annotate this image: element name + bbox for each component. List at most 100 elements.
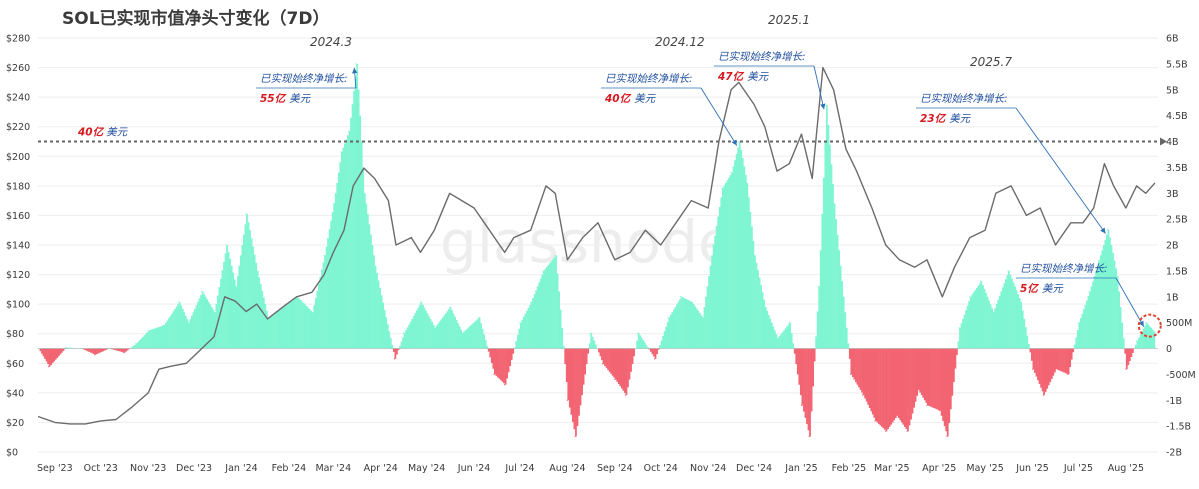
bar <box>672 309 675 349</box>
bar <box>529 304 531 349</box>
annotation-label: 已实现始终净增长: <box>605 73 693 85</box>
bar <box>786 326 788 349</box>
bar <box>856 348 859 385</box>
bar <box>962 318 964 349</box>
bar-point <box>614 378 616 381</box>
bar <box>766 310 769 349</box>
bar <box>591 336 594 349</box>
bar <box>604 348 606 366</box>
bar <box>588 343 591 349</box>
bar <box>605 348 608 368</box>
bar <box>616 348 619 382</box>
bar <box>934 348 937 409</box>
bar <box>1043 348 1046 396</box>
bar <box>1079 318 1082 349</box>
right-tick-label: 4.5B <box>1166 111 1188 122</box>
bar <box>475 320 478 349</box>
bar <box>345 139 348 349</box>
bar <box>67 347 69 349</box>
bar-point <box>946 435 948 438</box>
bar <box>636 340 639 349</box>
bar <box>1144 325 1147 349</box>
bar <box>624 348 626 393</box>
annotation-label: 已实现始终净增长: <box>1020 263 1108 275</box>
bar <box>181 308 184 349</box>
bar <box>1046 348 1049 389</box>
bar <box>916 348 919 396</box>
bar <box>201 291 204 349</box>
bar <box>731 172 733 349</box>
bar <box>686 299 689 349</box>
bar <box>412 316 415 349</box>
bar-point <box>721 187 723 189</box>
bar <box>339 162 342 349</box>
bar <box>668 317 671 349</box>
bar <box>261 290 264 349</box>
right-tick-label: 5B <box>1166 85 1179 96</box>
bar <box>1104 239 1107 349</box>
bar <box>438 321 441 349</box>
bar <box>175 306 178 349</box>
bar-point <box>384 316 386 319</box>
bar <box>838 250 840 349</box>
bar <box>568 348 571 408</box>
bar <box>388 331 391 349</box>
bar <box>974 290 977 349</box>
bar-point <box>355 63 357 65</box>
bar <box>876 348 879 423</box>
bar <box>236 276 239 349</box>
bar-point <box>849 373 852 375</box>
bar <box>431 322 433 349</box>
bar <box>845 327 848 349</box>
bar <box>610 348 613 374</box>
bar <box>796 348 799 375</box>
bar <box>328 229 331 349</box>
bar <box>244 224 247 349</box>
bar <box>487 348 490 352</box>
bar <box>930 348 932 407</box>
bar <box>516 335 519 349</box>
bar <box>1026 335 1029 349</box>
annotation-value: 5亿 <box>1020 282 1039 295</box>
bar-point <box>393 358 396 360</box>
bar <box>197 301 199 349</box>
bar-point <box>123 352 125 354</box>
bar <box>204 296 207 349</box>
bar <box>844 312 847 349</box>
reference-line-layer: 40亿 美元 <box>38 126 1167 146</box>
bar <box>304 304 307 349</box>
bar <box>789 322 792 349</box>
bar <box>715 226 718 349</box>
bar <box>123 348 126 353</box>
bar <box>325 246 328 349</box>
bar <box>333 203 336 349</box>
bar-point <box>917 389 919 391</box>
bar <box>269 316 271 349</box>
bar <box>928 348 931 407</box>
bar <box>1038 348 1041 384</box>
bar <box>847 343 850 349</box>
bar <box>565 348 568 383</box>
bar <box>851 348 854 377</box>
bar <box>654 348 657 359</box>
bar <box>720 197 723 349</box>
right-tick-label: 0 <box>1166 344 1172 355</box>
bar <box>1112 252 1114 349</box>
x-tick-label: Sep '24 <box>597 463 633 474</box>
bar <box>787 324 790 349</box>
bar <box>114 348 117 351</box>
bar <box>524 313 527 349</box>
bar <box>1081 313 1084 349</box>
bar <box>639 335 642 349</box>
bar <box>824 141 827 349</box>
bar <box>70 347 72 349</box>
bar <box>1121 322 1124 349</box>
bar <box>703 307 706 349</box>
bar <box>347 135 349 349</box>
bar <box>97 348 100 354</box>
annotation-value: 23亿 <box>920 112 947 125</box>
bar <box>757 270 759 349</box>
bar-point <box>1116 275 1118 277</box>
x-tick-label: Jul '24 <box>504 463 534 474</box>
bar-point <box>340 151 342 153</box>
